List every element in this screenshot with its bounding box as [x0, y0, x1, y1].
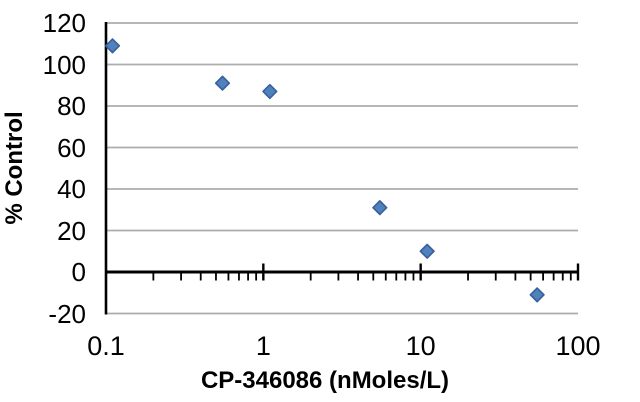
y-tick-label: 120	[42, 8, 86, 38]
y-tick-label: 0	[71, 257, 86, 287]
x-tick-label: 0.1	[87, 331, 125, 361]
y-tick-label: 100	[42, 49, 86, 80]
x-tick-label: 1	[255, 331, 271, 361]
y-tick-label: 60	[57, 132, 86, 163]
y-tick-label: 80	[57, 91, 86, 121]
data-point	[262, 83, 278, 100]
data-point	[372, 200, 388, 216]
x-tick-label: 100	[555, 331, 601, 361]
data-point	[214, 75, 231, 91]
x-axis-title: CP-346086 (nMoles/L)	[200, 367, 450, 394]
y-axis-title: % Control	[1, 111, 28, 225]
data-point	[104, 38, 121, 54]
y-tick-label: 20	[57, 215, 86, 246]
data-point	[419, 243, 435, 259]
y-tick-label: 40	[57, 174, 86, 204]
data-point	[529, 287, 545, 303]
y-tick-label: -20	[48, 298, 86, 329]
x-tick-label: 10	[405, 331, 436, 361]
